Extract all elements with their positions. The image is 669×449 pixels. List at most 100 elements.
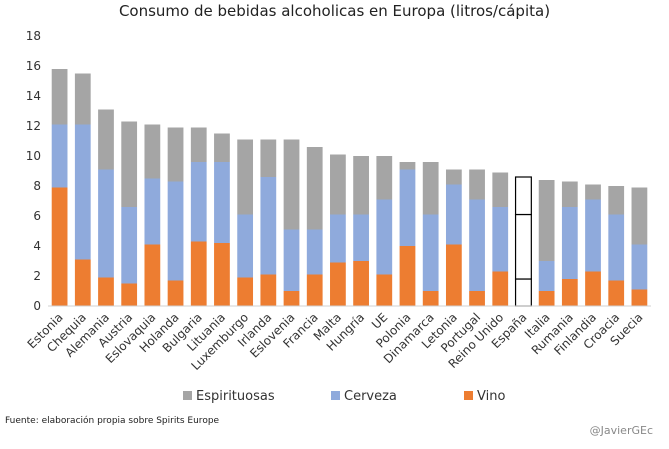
y-tick-label: 0: [33, 299, 41, 313]
bar-espirituosas-austria: [121, 121, 138, 207]
bar-cerveza-hungría: [353, 214, 369, 261]
bar-espirituosas-reino-unido: [492, 172, 509, 207]
bar-espirituosas-malta: [330, 154, 346, 215]
source-note: Fuente: elaboración propia sobre Spirits…: [5, 416, 220, 426]
y-tick-label: 2: [33, 269, 41, 283]
bar-espirituosas-chequia: [74, 73, 91, 125]
bar-espirituosas-ue: [376, 156, 393, 200]
bar-cerveza-eslovenia: [283, 229, 300, 291]
bar-vino-reino-unido: [492, 271, 509, 306]
y-tick-label: 14: [26, 89, 41, 103]
bar-espirituosas-irlanda: [260, 139, 277, 177]
bar-vino-ue: [376, 274, 393, 306]
bar-espirituosas-bulgaria: [190, 127, 207, 162]
bar-vino-irlanda: [260, 274, 277, 306]
bar-vino-francia: [306, 274, 323, 306]
bar-vino-hungría: [353, 261, 369, 306]
bar-espirituosas-estonia: [51, 69, 68, 125]
bar-cerveza-dinamarca: [422, 214, 439, 291]
bar-cerveza-reino-unido: [492, 207, 509, 272]
bar-cerveza-letonia: [445, 184, 462, 245]
bar-cerveza-malta: [330, 214, 346, 263]
bar-cerveza-españa: [514, 213, 532, 280]
bar-cerveza-croacia: [608, 214, 625, 281]
legend-swatch-vino: [464, 391, 473, 400]
bar-vino-españa: [514, 278, 532, 307]
bar-espirituosas-letonia: [445, 169, 462, 185]
bar-cerveza-rumania: [561, 207, 578, 279]
y-tick-label: 10: [26, 149, 41, 163]
credit-watermark: @JavierGEc: [589, 424, 653, 437]
bar-cerveza-finlandia: [585, 199, 601, 272]
bar-espirituosas-españa: [514, 176, 532, 216]
bar-vino-alemania: [98, 277, 114, 306]
bar-vino-croacia: [608, 280, 625, 306]
bar-espirituosas-croacia: [608, 186, 625, 215]
bar-cerveza-irlanda: [260, 177, 277, 275]
bar-espirituosas-finlandia: [585, 184, 601, 200]
bar-cerveza-bulgaria: [190, 162, 207, 242]
y-tick-label: 18: [26, 29, 41, 43]
bar-espirituosas-alemania: [98, 109, 114, 170]
bar-cerveza-holanda: [167, 181, 184, 281]
bar-cerveza-austria: [121, 207, 138, 284]
bar-espirituosas-hungría: [353, 156, 369, 215]
bar-cerveza-polonia: [399, 169, 416, 246]
bar-vino-bulgaria: [190, 241, 207, 306]
chart-title: Consumo de bebidas alcoholicas en Europa…: [118, 2, 551, 20]
bar-espirituosas-francia: [306, 147, 323, 230]
bar-vino-rumania: [561, 279, 578, 306]
bar-vino-malta: [330, 262, 346, 306]
y-tick-label: 4: [33, 239, 41, 253]
bar-cerveza-lituania: [214, 162, 230, 243]
bar-espirituosas-eslovaquia: [144, 124, 161, 179]
x-axis-labels: EstoniaChequiaAlemaniaAustriaEslovaquiaH…: [25, 310, 646, 373]
bar-espirituosas-eslovenia: [283, 139, 300, 230]
y-tick-label: 8: [33, 179, 41, 193]
legend-swatch-espirituosas: [183, 391, 192, 400]
bar-espirituosas-dinamarca: [422, 162, 439, 215]
bar-espirituosas-suecia: [631, 187, 648, 245]
legend-label-cerveza: Cerveza: [344, 389, 397, 404]
bar-cerveza-eslovaquia: [144, 178, 161, 245]
bar-vino-dinamarca: [422, 291, 439, 306]
bar-cerveza-alemania: [98, 169, 114, 278]
bar-cerveza-italia: [538, 261, 555, 291]
bar-cerveza-estonia: [51, 124, 68, 188]
bar-vino-luxemburgo: [237, 277, 254, 306]
bar-vino-estonia: [51, 187, 68, 306]
bar-vino-polonia: [399, 246, 416, 306]
bar-vino-holanda: [167, 280, 184, 306]
bar-espirituosas-polonia: [399, 162, 416, 170]
bar-vino-austria: [121, 283, 138, 306]
bar-espirituosas-holanda: [167, 127, 184, 182]
bar-vino-letonia: [445, 244, 462, 306]
bar-vino-finlandia: [585, 271, 601, 306]
legend-label-vino: Vino: [477, 389, 505, 404]
bar-vino-eslovaquia: [144, 244, 161, 306]
bar-espirituosas-italia: [538, 180, 555, 261]
y-tick-label: 16: [26, 59, 41, 73]
bar-vino-lituania: [214, 243, 230, 306]
bar-vino-eslovenia: [283, 291, 300, 306]
bar-espirituosas-rumania: [561, 181, 578, 207]
bar-cerveza-francia: [306, 229, 323, 275]
bar-vino-italia: [538, 291, 555, 306]
legend-swatch-cerveza: [331, 391, 340, 400]
y-tick-label: 12: [26, 119, 41, 133]
bar-vino-portugal: [469, 291, 485, 306]
legend: Espirituosas Cerveza Vino: [183, 389, 505, 404]
bar-cerveza-suecia: [631, 244, 648, 290]
bar-espirituosas-luxemburgo: [237, 139, 254, 215]
bar-cerveza-ue: [376, 199, 393, 275]
bar-cerveza-luxemburgo: [237, 214, 254, 278]
legend-label-espirituosas: Espirituosas: [196, 389, 275, 404]
bars-group: [51, 69, 648, 307]
bar-espirituosas-lituania: [214, 133, 230, 162]
bar-vino-suecia: [631, 289, 648, 306]
bar-espirituosas-portugal: [469, 169, 485, 200]
bar-vino-chequia: [74, 259, 91, 306]
y-tick-label: 6: [33, 209, 41, 223]
bar-cerveza-portugal: [469, 199, 485, 291]
